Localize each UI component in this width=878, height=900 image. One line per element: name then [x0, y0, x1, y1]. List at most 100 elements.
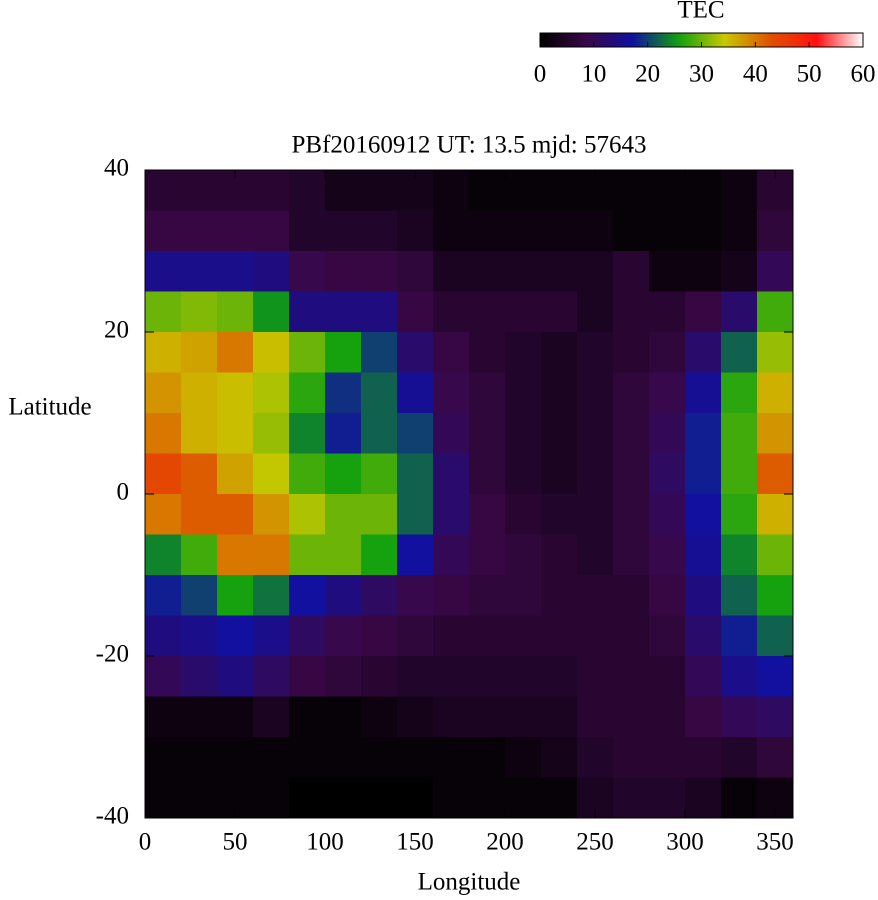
heatmap-cell	[181, 372, 218, 414]
heatmap-cell	[253, 696, 290, 738]
heatmap-cell	[433, 210, 470, 252]
heatmap-cell	[433, 413, 470, 454]
heatmap-cell	[433, 372, 470, 414]
heatmap-cell	[541, 413, 578, 454]
heatmap-cell	[757, 210, 794, 252]
heatmap-cell	[469, 656, 506, 697]
heatmap-cell	[721, 656, 758, 697]
heatmap-cell	[181, 170, 218, 211]
heatmap-cell	[397, 534, 434, 576]
heatmap-cell	[289, 251, 326, 292]
heatmap-cell	[253, 413, 290, 454]
heatmap-cell	[397, 453, 434, 495]
heatmap-cell	[505, 453, 542, 495]
heatmap-cell	[721, 453, 758, 495]
heatmap-cell	[469, 534, 506, 576]
heatmap-cell	[649, 372, 686, 414]
heatmap-cell	[217, 494, 254, 535]
heatmap-cell	[217, 210, 254, 252]
heatmap-cell	[757, 413, 794, 454]
heatmap-cell	[685, 656, 722, 697]
heatmap-cell	[541, 696, 578, 738]
heatmap-cell	[325, 170, 362, 211]
heatmap-cell	[181, 737, 218, 778]
heatmap-cell	[721, 737, 758, 778]
heatmap-cell	[253, 575, 290, 616]
colorbar-tick-label: 20	[635, 61, 660, 88]
chart-title: PBf20160912 UT: 13.5 mjd: 57643	[291, 132, 646, 159]
heatmap-cell	[613, 615, 650, 657]
heatmap-cell	[397, 575, 434, 616]
heatmap-cell	[685, 170, 722, 211]
heatmap-cell	[541, 494, 578, 535]
heatmap-cell	[289, 777, 326, 819]
heatmap-cell	[361, 696, 398, 738]
heatmap-cell	[757, 737, 794, 778]
y-tick-label: 0	[117, 479, 130, 506]
heatmap-cell	[325, 656, 362, 697]
heatmap-cell	[469, 332, 506, 373]
heatmap-cell	[757, 696, 794, 738]
heatmap-cell	[757, 656, 794, 697]
heatmap-cell	[505, 777, 542, 819]
heatmap-cell	[541, 534, 578, 576]
heatmap-cell	[541, 332, 578, 373]
heatmap-cell	[613, 453, 650, 495]
heatmap	[145, 170, 794, 819]
heatmap-cell	[649, 575, 686, 616]
heatmap-cell	[397, 332, 434, 373]
heatmap-cell	[505, 372, 542, 414]
heatmap-cell	[685, 332, 722, 373]
heatmap-cell	[145, 494, 182, 535]
heatmap-cell	[505, 656, 542, 697]
heatmap-cell	[397, 494, 434, 535]
heatmap-cell	[685, 615, 722, 657]
heatmap-cell	[505, 332, 542, 373]
heatmap-cell	[757, 453, 794, 495]
heatmap-cell	[361, 615, 398, 657]
heatmap-cell	[397, 291, 434, 333]
colorbar-tick-label: 0	[534, 61, 547, 88]
heatmap-cell	[541, 210, 578, 252]
heatmap-cell	[181, 210, 218, 252]
x-axis-label: Longitude	[418, 869, 521, 896]
heatmap-cell	[649, 656, 686, 697]
x-tick-label: 150	[396, 829, 434, 856]
heatmap-cell	[361, 332, 398, 373]
heatmap-cell	[217, 291, 254, 333]
heatmap-cell	[613, 251, 650, 292]
heatmap-cell	[721, 494, 758, 535]
heatmap-cell	[289, 494, 326, 535]
heatmap-cell	[577, 372, 614, 414]
heatmap-cell	[685, 413, 722, 454]
heatmap-cell	[361, 777, 398, 819]
heatmap-cell	[721, 291, 758, 333]
heatmap-cell	[577, 696, 614, 738]
heatmap-cell	[397, 696, 434, 738]
x-tick-label: 350	[756, 829, 794, 856]
heatmap-cell	[433, 170, 470, 211]
heatmap-cell	[469, 453, 506, 495]
heatmap-cell	[505, 696, 542, 738]
heatmap-cell	[577, 291, 614, 333]
heatmap-cell	[289, 332, 326, 373]
heatmap-cell	[649, 777, 686, 819]
heatmap-cell	[433, 575, 470, 616]
heatmap-cell	[757, 615, 794, 657]
heatmap-cell	[217, 413, 254, 454]
heatmap-cell	[181, 494, 218, 535]
heatmap-cell	[181, 656, 218, 697]
heatmap-cell	[577, 534, 614, 576]
heatmap-cell	[181, 413, 218, 454]
heatmap-cell	[145, 170, 182, 211]
heatmap-cell	[325, 575, 362, 616]
heatmap-cell	[289, 372, 326, 414]
heatmap-cell	[721, 615, 758, 657]
heatmap-cell	[361, 210, 398, 252]
heatmap-cell	[253, 737, 290, 778]
y-tick-label: 40	[104, 155, 129, 182]
heatmap-cell	[361, 494, 398, 535]
heatmap-cell	[577, 210, 614, 252]
